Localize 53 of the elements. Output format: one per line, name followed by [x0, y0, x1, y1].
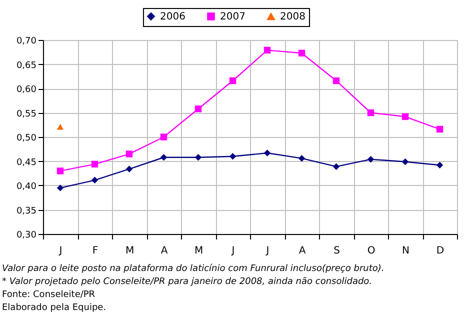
- point: [229, 77, 236, 84]
- point: [194, 106, 202, 112]
- y-tick-label: 0,65: [16, 60, 36, 71]
- x-tick-label: A: [160, 246, 168, 256]
- y-tick-label: 0,55: [16, 109, 36, 120]
- point: [56, 184, 64, 192]
- point: [91, 160, 98, 168]
- point: [264, 46, 271, 54]
- point: [264, 150, 271, 156]
- y-tick-label: 0,35: [16, 206, 36, 216]
- point: [56, 168, 64, 174]
- point: [91, 176, 98, 184]
- x-tick-label: O: [367, 246, 376, 256]
- point: [229, 153, 236, 160]
- y-tick-label: 0,60: [16, 85, 37, 95]
- point: [194, 154, 202, 161]
- point: [367, 109, 374, 116]
- x-tick-label: J: [58, 246, 62, 256]
- x-tick-label: N: [402, 246, 410, 256]
- point: [56, 124, 64, 130]
- point: [332, 163, 340, 170]
- point: [436, 162, 444, 168]
- point: [332, 77, 340, 84]
- point: [298, 50, 306, 56]
- text: Elaborado pela Equipe.: [2, 303, 106, 313]
- source-note: Fonte: Conseleite/PR: [2, 290, 96, 300]
- legend-label: 2008: [280, 12, 306, 23]
- y-tick-label: 0,45: [16, 158, 36, 168]
- point: [298, 154, 306, 162]
- y-tick-label: 0,40: [16, 182, 37, 192]
- text: Valor para o leite posto na plataforma do laticínio com Funrural incluso(preço bruto).: [2, 263, 384, 274]
- x-tick-label: F: [92, 246, 98, 256]
- text: * Valor projetado pelo Conseleite/PR para janeiro de 2008, ainda não consolidado.: [2, 277, 372, 287]
- x-tick-label: D: [436, 246, 444, 256]
- x-tick-label: J: [265, 246, 270, 256]
- point: [436, 126, 444, 133]
- y-tick-label: 0,50: [16, 134, 37, 144]
- x-tick-label: S: [334, 246, 340, 256]
- legend-label: 2006: [160, 11, 186, 22]
- legend-label: 2007: [220, 11, 246, 22]
- x-tick-label: M: [194, 246, 204, 256]
- x-tick-label: M: [125, 246, 134, 256]
- point: [367, 156, 374, 163]
- x-tick-label: J: [230, 246, 235, 256]
- point: [402, 113, 409, 120]
- y-tick-label: 0,70: [16, 36, 37, 46]
- point: [402, 158, 409, 166]
- y-tick-label: 0,30: [16, 230, 37, 240]
- point: [160, 134, 168, 140]
- point: [126, 150, 133, 158]
- point: [126, 166, 133, 172]
- point: [160, 154, 168, 161]
- x-tick-label: A: [298, 246, 306, 256]
